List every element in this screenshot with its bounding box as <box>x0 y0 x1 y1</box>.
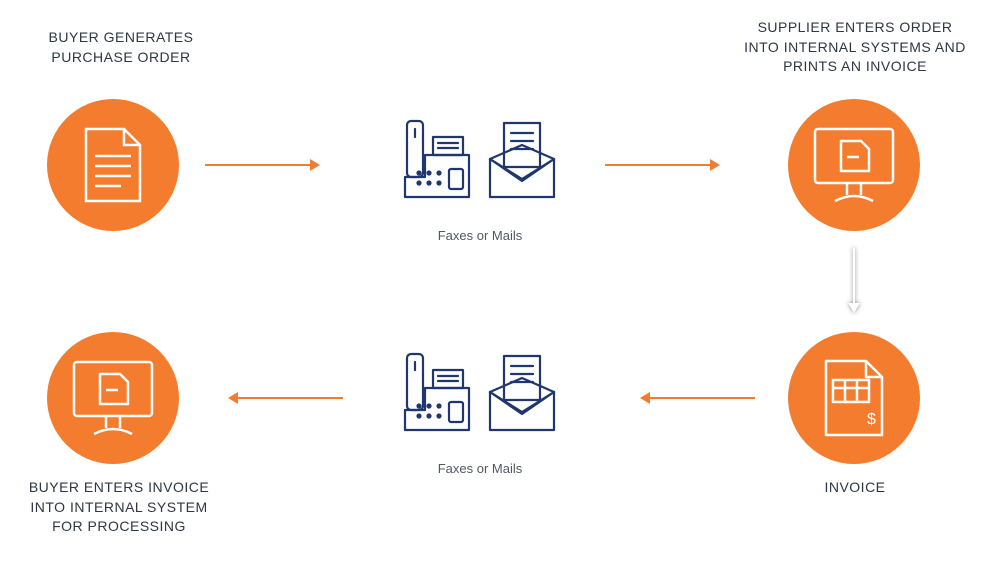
fax-mail-top <box>395 115 565 215</box>
buyer-po-circle <box>47 99 179 231</box>
arrow-4 <box>640 392 755 404</box>
fax-mail-bottom-caption: Faxes or Mails <box>430 461 530 476</box>
fax-mail-bottom-icon <box>395 348 565 448</box>
monitor-doc-icon-2 <box>68 356 158 440</box>
arrow-1 <box>205 159 320 171</box>
arrow-3 <box>848 248 860 313</box>
supplier-enter-circle <box>788 99 920 231</box>
buyer-enter-label: BUYER ENTERS INVOICE INTO INTERNAL SYSTE… <box>24 478 214 537</box>
fax-mail-top-caption: Faxes or Mails <box>430 228 530 243</box>
supplier-enter-label: SUPPLIER ENTERS ORDER INTO INTERNAL SYST… <box>740 18 970 77</box>
fax-mail-bottom <box>395 348 565 448</box>
buyer-po-label: BUYER GENERATES PURCHASE ORDER <box>46 28 196 67</box>
arrow-5 <box>228 392 343 404</box>
document-icon <box>81 126 145 204</box>
svg-text:$: $ <box>867 411 876 428</box>
invoice-circle: $ <box>788 332 920 464</box>
invoice-label: INVOICE <box>805 478 905 498</box>
monitor-doc-icon <box>809 123 899 207</box>
invoice-icon: $ <box>821 358 887 438</box>
arrow-2 <box>605 159 720 171</box>
buyer-enter-circle <box>47 332 179 464</box>
fax-mail-top-icon <box>395 115 565 215</box>
